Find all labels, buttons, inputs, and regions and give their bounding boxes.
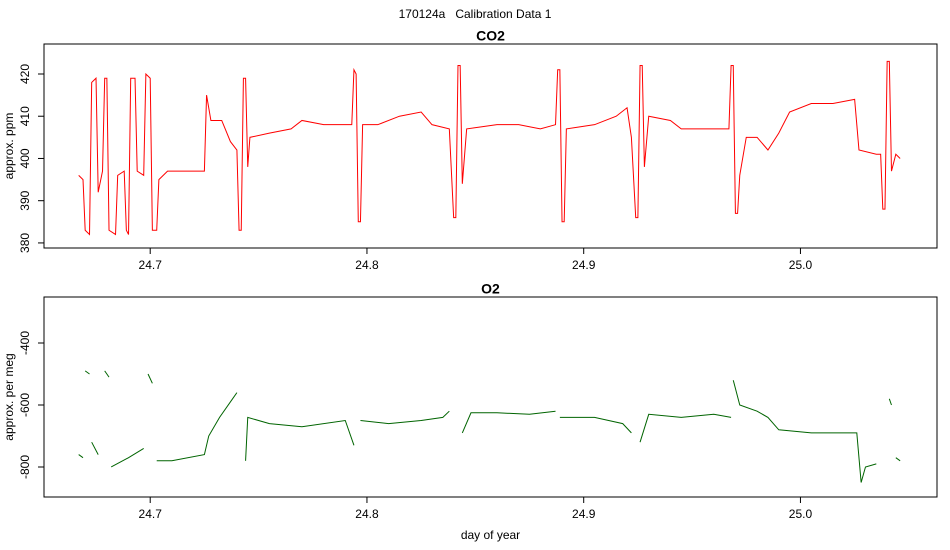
x-tick-label: 25.0 (789, 507, 813, 521)
x-tick-label: 24.7 (139, 258, 163, 272)
x-axis-label: day of year (461, 528, 520, 542)
panel-title: O2 (481, 281, 500, 297)
x-tick-label: 24.7 (139, 507, 163, 521)
y-axis-label: approx. ppm (2, 113, 16, 180)
data-line (78, 370, 901, 483)
y-tick-label: -400 (18, 331, 32, 355)
y-tick-label: -800 (18, 455, 32, 479)
y-tick-label: 380 (18, 233, 32, 253)
y-tick-label: 410 (18, 106, 32, 126)
y-tick-label: 400 (18, 148, 32, 168)
y-axis-label: approx. per meg (2, 353, 16, 440)
y-tick-label: 420 (18, 64, 32, 84)
plot-frame (43, 43, 938, 249)
y-tick-label: 390 (18, 190, 32, 210)
x-tick-label: 25.0 (789, 258, 813, 272)
x-tick-label: 24.9 (572, 258, 596, 272)
x-tick-label: 24.8 (355, 258, 379, 272)
page-title: 170124a Calibration Data 1 (399, 7, 552, 21)
y-tick-label: -600 (18, 393, 32, 417)
x-tick-label: 24.9 (572, 507, 596, 521)
data-line (78, 60, 901, 236)
x-tick-label: 24.8 (355, 507, 379, 521)
panel-title: CO2 (476, 28, 505, 44)
plot-frame (43, 296, 938, 498)
